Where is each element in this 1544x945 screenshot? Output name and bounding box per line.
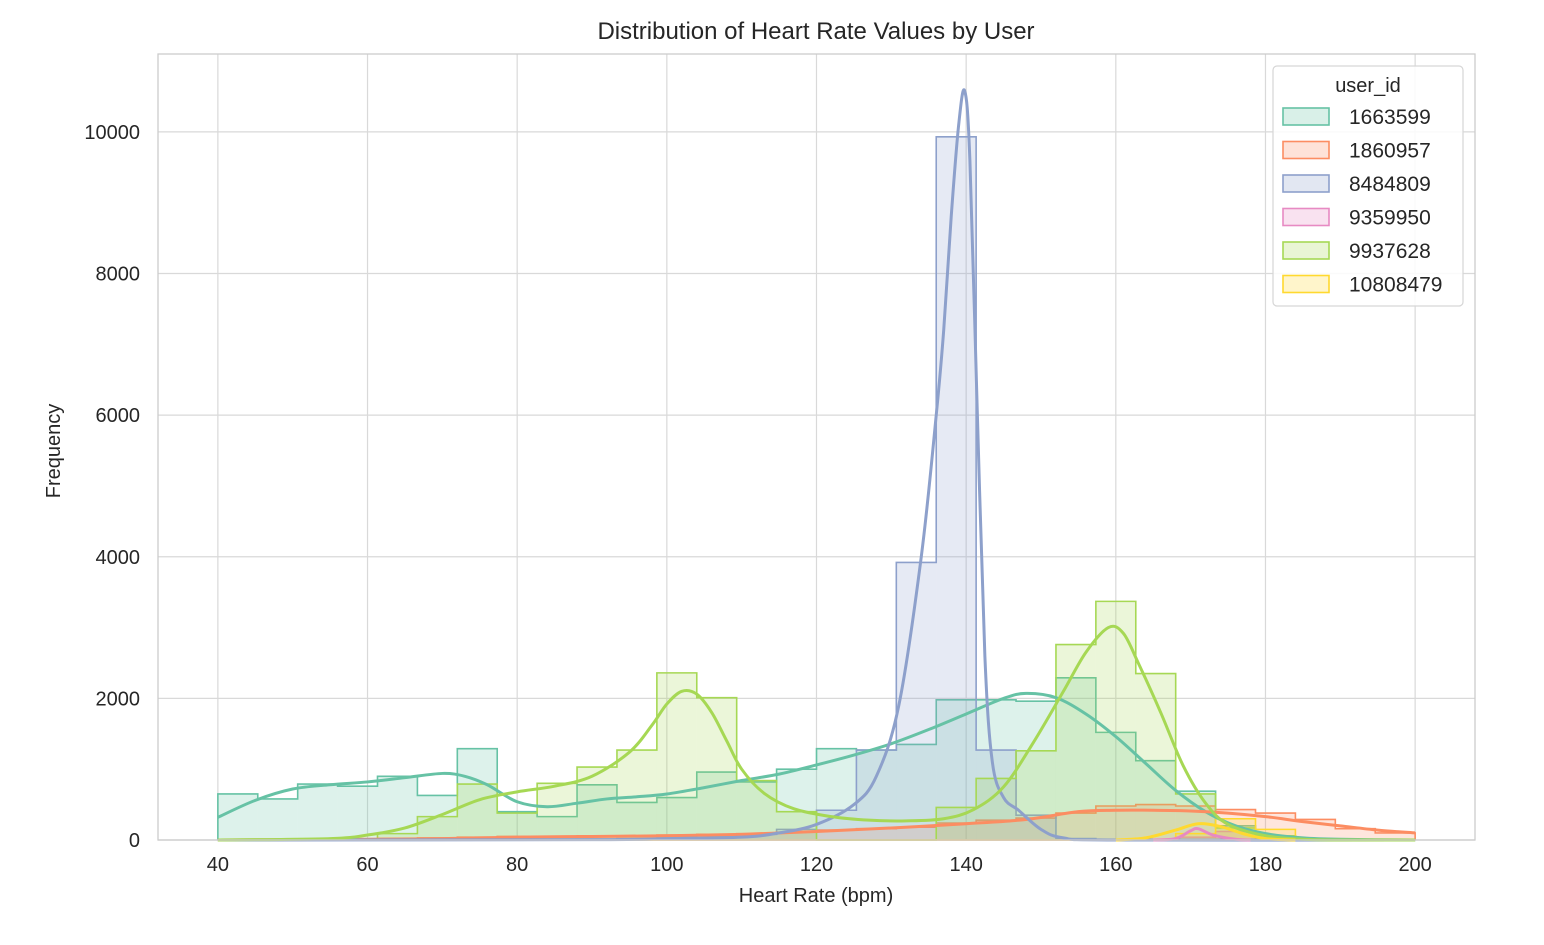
kde-curve-10808479: [1115, 822, 1296, 842]
kde-curve-8484809: [217, 88, 1416, 842]
legend-label-8484809: 8484809: [1349, 173, 1431, 196]
x-tick-label-200: 200: [1398, 854, 1431, 876]
bar-9937628-bin-22: [1095, 601, 1136, 840]
legend: user_id 1663599 1860957 8484809 9359950 9937…: [1272, 65, 1464, 307]
legend-label-9359950: 9359950: [1349, 207, 1431, 230]
bars-series-1663599: [217, 677, 1416, 841]
bar-9937628-bin-13: [736, 780, 777, 840]
legend-swatch-8484809: [1282, 174, 1330, 193]
bar-1663599-bin-2: [297, 784, 338, 840]
y-axis-title: Frequency: [43, 404, 65, 499]
bar-1663599-bin-3: [337, 786, 378, 840]
legend-label-10808479: 10808479: [1349, 274, 1442, 297]
bar-9937628-bin-21: [1055, 644, 1096, 840]
bar-1860957-bin-20: [1016, 818, 1056, 840]
bar-1663599-bin-1: [257, 798, 298, 840]
legend-swatch-10808479: [1282, 274, 1330, 294]
chart-title: Distribution of Heart Rate Values by Use…: [597, 18, 1034, 45]
y-tick-label-6000: 6000: [96, 405, 141, 427]
x-axis-title: Heart Rate (bpm): [739, 885, 894, 907]
legend-label-9937628: 9937628: [1349, 240, 1431, 263]
bar-9937628-bin-6: [457, 784, 498, 840]
y-tick-label-10000: 10000: [84, 122, 140, 144]
kde-curve-1860957: [217, 808, 1416, 842]
legend-title: user_id: [1335, 75, 1401, 97]
bar-1860957-bin-17: [896, 827, 937, 840]
y-axis-ticks: 0 2000 4000 6000 8000 10000: [84, 122, 140, 852]
bar-1860957-bin-18: [936, 823, 977, 840]
kde-curve-9937628: [217, 624, 1416, 842]
bar-8484809-bin-18: [936, 136, 977, 841]
x-tick-label-100: 100: [650, 854, 683, 876]
x-tick-label-80: 80: [506, 854, 528, 876]
bar-9937628-bin-5: [417, 816, 458, 840]
legend-label-1663599: 1663599: [1349, 106, 1431, 129]
bar-9937628-bin-11: [656, 672, 697, 840]
bar-10808479-bin-24: [1175, 833, 1216, 840]
bar-1663599-bin-11: [656, 797, 697, 840]
legend-swatch-1860957: [1282, 140, 1330, 160]
bar-1663599-bin-10: [616, 802, 657, 840]
x-tick-label-180: 180: [1249, 854, 1282, 876]
x-tick-label-140: 140: [949, 854, 982, 876]
y-tick-label-8000: 8000: [96, 264, 141, 286]
bar-1663599-bin-7: [497, 811, 538, 840]
x-tick-label-160: 160: [1099, 854, 1132, 876]
y-tick-label-4000: 4000: [96, 547, 141, 569]
kde-curves: [217, 88, 1416, 842]
kde-curve-1663599: [217, 691, 1416, 842]
y-tick-label-0: 0: [129, 830, 140, 852]
legend-swatch-9937628: [1282, 241, 1330, 260]
bar-8484809-bin-14: [776, 829, 817, 840]
x-tick-label-60: 60: [356, 854, 378, 876]
bar-1860957-bin-19: [976, 820, 1017, 840]
bar-1663599-bin-17: [896, 744, 937, 840]
legend-label-1860957: 1860957: [1349, 140, 1431, 163]
bar-1860957-bin-15: [816, 830, 857, 840]
legend-swatch-1663599: [1282, 107, 1330, 126]
bar-1663599-bin-6: [457, 748, 498, 840]
bar-1663599-bin-8: [537, 816, 578, 840]
bar-1860957-bin-14: [776, 832, 817, 840]
bar-9937628-bin-19: [976, 778, 1017, 840]
y-tick-label-2000: 2000: [96, 688, 141, 710]
kde-curve-9359950: [1153, 826, 1251, 842]
bar-9937628-bin-7: [497, 813, 538, 840]
bar-1663599-bin-19: [976, 699, 1017, 840]
bar-9937628-bin-8: [537, 783, 578, 840]
step-outline-9937628: [217, 600, 1416, 841]
x-tick-label-120: 120: [800, 854, 833, 876]
bar-1860957-bin-16: [856, 828, 897, 840]
bar-9937628-bin-4: [377, 833, 418, 840]
bar-1663599-bin-13: [736, 781, 777, 840]
bar-9359950-bin-25: [1215, 831, 1256, 840]
bar-1860957-bin-21: [1055, 813, 1096, 840]
bar-1663599-bin-9: [577, 784, 617, 840]
x-tick-label-40: 40: [207, 854, 229, 876]
bar-8484809-bin-17: [896, 562, 937, 840]
bar-1860957-bin-28: [1335, 828, 1376, 840]
plot-frame: [157, 53, 1476, 841]
bar-1860957-bin-29: [1375, 832, 1416, 840]
x-axis-ticks: 40 60 80 100 120 140 160 180 200: [207, 854, 1432, 876]
legend-swatch-9359950: [1282, 207, 1330, 227]
legend-box: [1272, 65, 1464, 307]
